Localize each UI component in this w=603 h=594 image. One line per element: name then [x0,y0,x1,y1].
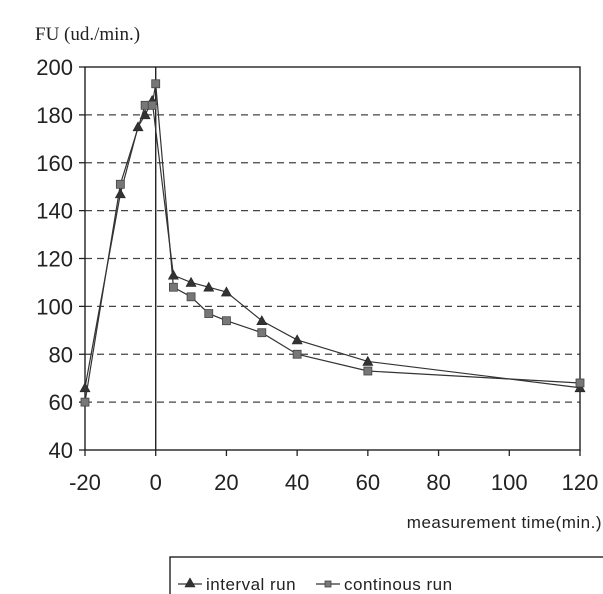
data-point-triangle [114,188,126,199]
data-point-square [168,282,178,292]
x-tick-label: 20 [214,470,238,495]
data-point-square [363,366,373,376]
y-tick-label: 100 [36,294,73,319]
y-tick-label: 180 [36,103,73,128]
x-tick-label: 120 [562,470,599,495]
x-tick-label: 0 [150,470,162,495]
x-tick-label: 60 [356,470,380,495]
data-point-square [257,328,267,338]
series-square [80,79,585,407]
data-point-triangle [220,286,232,297]
y-tick-label: 160 [36,151,73,176]
data-point-square [147,100,157,110]
y-tick-label: 120 [36,247,73,272]
data-point-square [575,378,585,388]
grid-lines [85,114,580,403]
x-tick-label: 40 [285,470,309,495]
data-point-triangle [185,276,197,287]
y-tick-label: 140 [36,199,73,224]
series-line [84,98,581,389]
legend-box [169,556,603,594]
legend-label-continous: continous run [344,575,453,594]
x-tick-label: 100 [491,470,528,495]
data-point-triangle [291,334,303,345]
y-tick-label: 60 [49,390,73,415]
y-tick-label: 80 [49,342,73,367]
data-point-square [151,79,161,89]
data-point-triangle [203,281,215,292]
data-point-triangle [167,269,179,280]
y-tick-label: 40 [49,438,73,463]
data-point-triangle [256,315,268,326]
data-point-square [292,349,302,359]
x-ticks: -20 0 20 40 60 80 100 120 [69,450,598,495]
y-ticks: 40 60 80 100 120 140 160 180 200 [36,55,85,463]
data-point-triangle [362,355,374,366]
data-point-square [80,397,90,407]
triangle-marker-icon [184,577,196,588]
square-marker-icon [324,580,332,588]
x-tick-label: 80 [426,470,450,495]
data-point-square [204,309,214,318]
legend-label-interval: interval run [206,575,296,594]
y-axis-label: FU (ud./min.) [35,24,140,45]
y-tick-label: 200 [36,55,73,80]
legend: interval run continous run [169,556,603,594]
x-axis-label: measurement time(min.) [407,513,602,532]
series-layer [79,79,586,407]
data-point-square [222,316,231,326]
data-point-square [115,179,125,189]
data-point-square [186,292,196,302]
x-tick-label: -20 [69,470,101,495]
